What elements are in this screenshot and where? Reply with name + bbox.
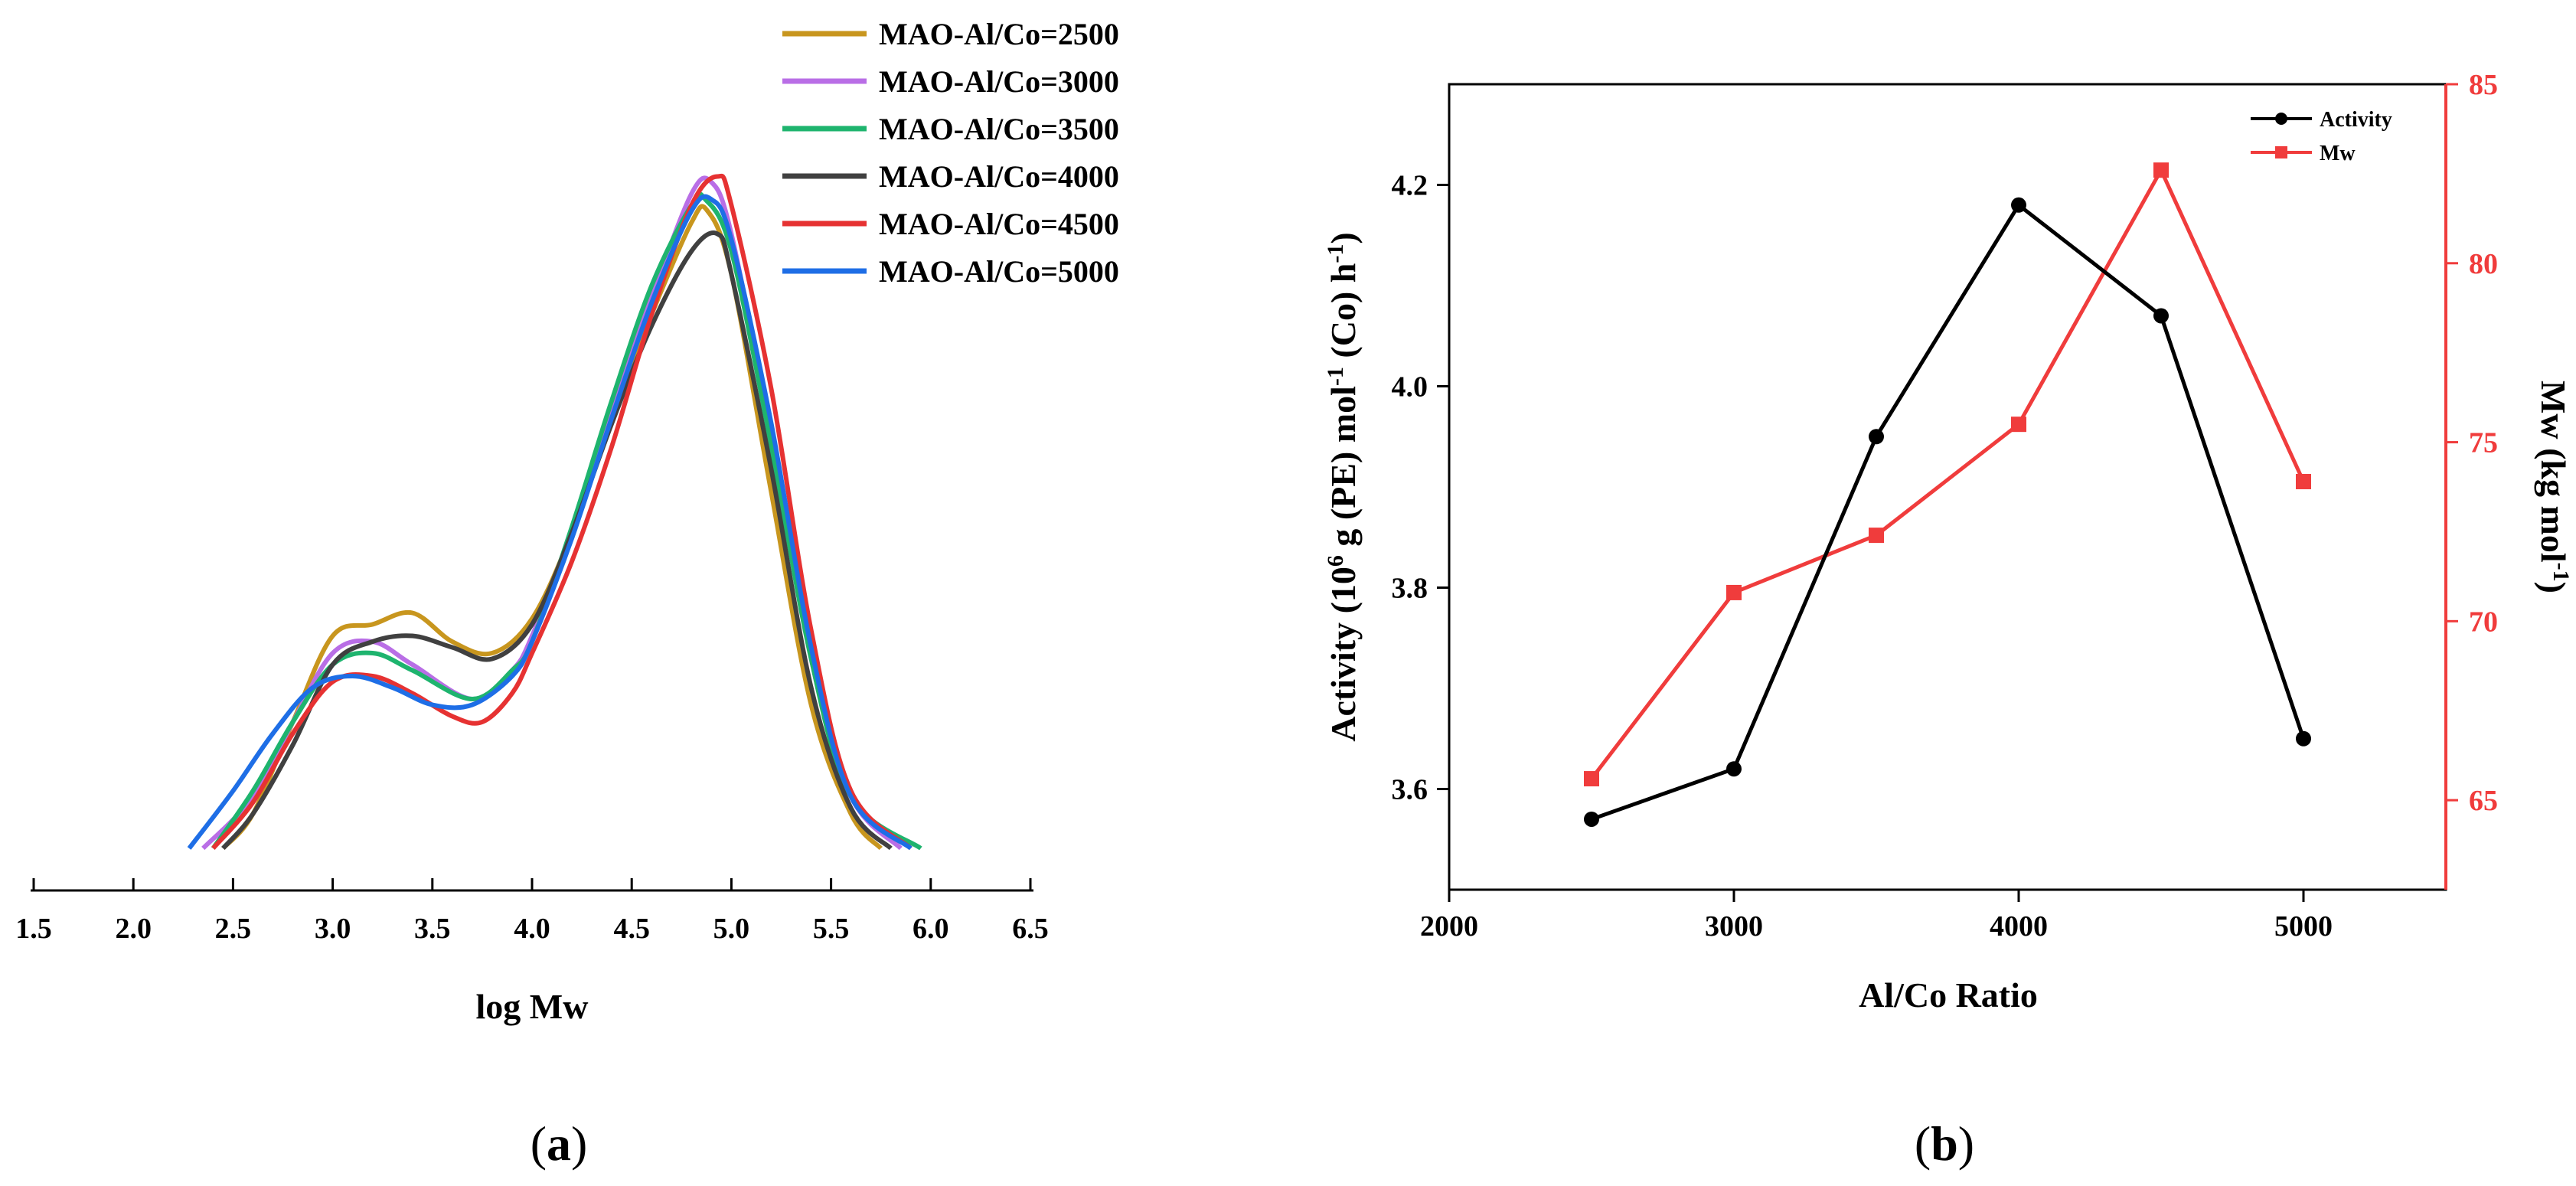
- panel-a-series-line-3000: [201, 175, 903, 851]
- panel-b-point-activity: [2011, 197, 2026, 213]
- panel-a-series-line-4500: [211, 173, 913, 851]
- panel-b-left-tick-label: 3.6: [1392, 774, 1428, 806]
- panel-a-x-tick-label: 5.0: [713, 913, 750, 945]
- panel-b-ticks: 2000 3000 4000 5000 3.6 3.8 4.0 4.2 65 70 75 80 85: [1392, 69, 2499, 943]
- panel-b-point-mw: [2153, 162, 2169, 178]
- panel-b-legend: Activity Mw: [2251, 108, 2392, 165]
- panel-a-legend-label: MAO-Al/Co=4500: [879, 207, 1119, 241]
- panel-a-label: (a): [531, 1116, 588, 1171]
- panel-b-x-tick-label: 5000: [2274, 910, 2333, 943]
- panel-a-x-tick-label: 4.0: [514, 913, 550, 945]
- panel-a-x-axis-label: log Mw: [476, 987, 589, 1026]
- panel-a-x-tick-label: 2.0: [115, 913, 152, 945]
- panel-b-x-tick-label: 3000: [1705, 910, 1763, 943]
- panel-b-series: [1584, 162, 2311, 827]
- panel-b-point-activity: [1584, 811, 1599, 827]
- panel-b-point-activity: [2296, 730, 2311, 747]
- panel-a-legend: MAO-Al/Co=2500 MAO-Al/Co=3000 MAO-Al/Co=35…: [782, 17, 1119, 289]
- panel-b-point-mw: [1726, 584, 1742, 600]
- panel-b-left-tick-label: 3.8: [1392, 573, 1428, 605]
- panel-b-point-mw: [1584, 771, 1599, 787]
- panel-a-legend-label: MAO-Al/Co=3500: [879, 112, 1119, 146]
- panel-a-x-tick-label: 1.5: [15, 913, 52, 945]
- panel-a-chart: 1.5 2.0 2.5 3.0 3.5 4.0 4.5 5.0 5.5 6.0 6.5 log Mw…: [15, 17, 1119, 1171]
- panel-a-series-line-5000: [187, 194, 913, 851]
- panel-b-point-mw: [1869, 528, 1884, 544]
- panel-b-right-axis-label: Mw (kg mol-1): [2534, 381, 2574, 593]
- panel-a-x-tick-label: 6.0: [913, 913, 949, 945]
- panel-b-legend-marker: [2275, 113, 2287, 125]
- panel-b-left-axis-label: Activity (106 g (PE) mol-1 (Co) h-1): [1323, 232, 1363, 741]
- panel-b-chart: 2000 3000 4000 5000 3.6 3.8 4.0 4.2 65 70 75 80 85 A…: [1323, 69, 2574, 1171]
- panel-b-right-tick-label: 65: [2469, 785, 2498, 817]
- panel-a-legend-label: MAO-Al/Co=3000: [879, 64, 1119, 99]
- panel-a-legend-label: MAO-Al/Co=5000: [879, 254, 1119, 289]
- panel-b-point-activity: [2153, 308, 2169, 324]
- panel-a-x-ticks: 1.5 2.0 2.5 3.0 3.5 4.0 4.5 5.0 5.5 6.0 6.5: [15, 878, 1049, 945]
- panel-b-right-tick-label: 85: [2469, 69, 2498, 101]
- panel-b-point-mw: [2296, 473, 2311, 489]
- panel-b-series-line-activity: [1591, 203, 2306, 822]
- panel-a-legend-label: MAO-Al/Co=4000: [879, 159, 1119, 194]
- panel-b-right-tick-label: 75: [2469, 427, 2498, 459]
- panel-b-label: (b): [1915, 1116, 1974, 1171]
- panel-b-right-tick-label: 80: [2469, 248, 2498, 280]
- panel-b-x-axis-label: Al/Co Ratio: [1859, 975, 2038, 1014]
- panel-b-point-mw: [2011, 417, 2026, 433]
- panel-b-x-tick-label: 4000: [1990, 910, 2048, 943]
- panel-b-point-activity: [1726, 761, 1742, 777]
- panel-a-x-tick-label: 5.5: [813, 913, 850, 945]
- panel-a-series-line-3500: [211, 191, 922, 851]
- panel-a-x-tick-label: 6.5: [1012, 913, 1049, 945]
- panel-a-x-tick-label: 3.0: [315, 913, 351, 945]
- panel-b-point-activity: [1869, 429, 1884, 445]
- panel-a-x-tick-label: 3.5: [414, 913, 451, 945]
- panel-a-legend-label: MAO-Al/Co=2500: [879, 17, 1119, 51]
- panel-a-series-lines: [187, 173, 922, 851]
- panel-b-left-tick-label: 4.0: [1392, 371, 1428, 404]
- panel-b-left-tick-label: 4.2: [1392, 170, 1428, 202]
- panel-b-legend-marker: [2275, 146, 2287, 158]
- panel-a-x-tick-label: 4.5: [613, 913, 650, 945]
- panel-b-legend-label: Mw: [2320, 142, 2356, 165]
- panel-b-right-tick-label: 70: [2469, 606, 2498, 638]
- panel-b-legend-label: Activity: [2320, 108, 2392, 132]
- panel-a-x-tick-label: 2.5: [215, 913, 252, 945]
- panel-b-x-tick-label: 2000: [1420, 910, 1478, 943]
- panel-b-series-line-mw: [1590, 168, 2306, 780]
